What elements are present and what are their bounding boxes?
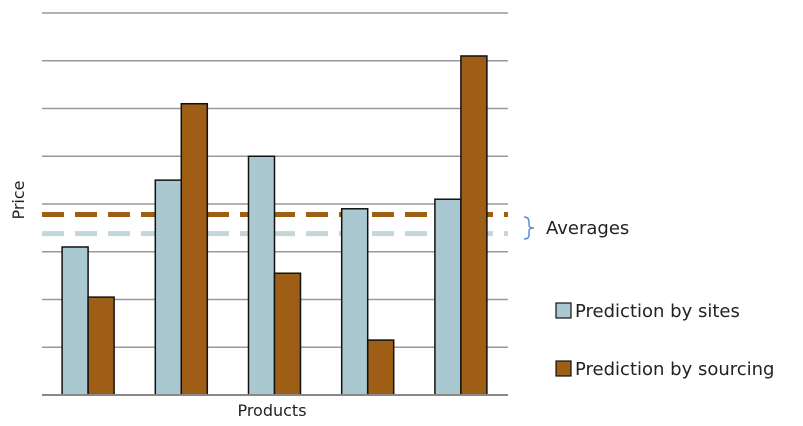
bar-sites-5 [434, 198, 462, 396]
averages-brace [523, 216, 535, 240]
legend-swatch-2 [555, 360, 572, 377]
bar-sites-4 [340, 208, 369, 396]
bar-sourcing-1 [87, 296, 115, 396]
bar-sites-1 [61, 246, 89, 396]
bars [61, 55, 488, 396]
legend-swatch-1 [555, 302, 572, 319]
bar-sites-3 [247, 155, 276, 396]
x-axis-label: Products [237, 401, 306, 420]
legend-label-2: Prediction by sourcing [575, 359, 774, 380]
averages-label: Averages [546, 218, 629, 239]
bar-sourcing-2 [180, 102, 209, 396]
legend-label-1: Prediction by sites [575, 301, 740, 322]
bar-sourcing-3 [273, 272, 302, 396]
bar-sourcing-4 [366, 339, 395, 396]
bar-sourcing-5 [460, 55, 488, 396]
bar-sites-2 [154, 179, 183, 396]
legend: Prediction by sites Prediction by sourcin… [555, 301, 774, 380]
y-axis-label: Price [9, 180, 28, 219]
